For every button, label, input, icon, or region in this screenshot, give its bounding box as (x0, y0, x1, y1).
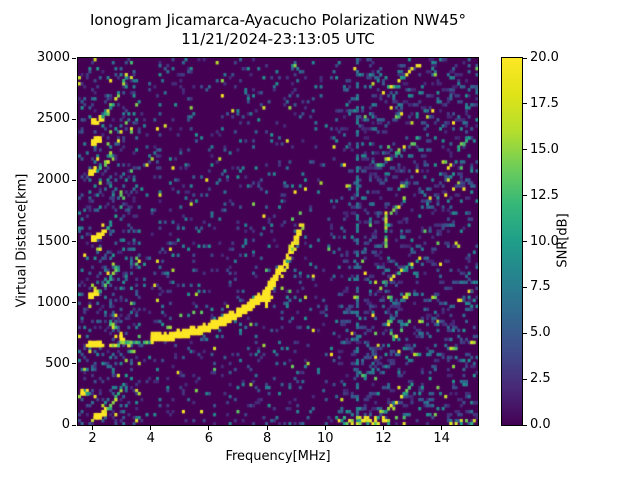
y-tick-label: 2000 (36, 172, 70, 188)
plot-area (77, 57, 479, 426)
y-tick-mark (72, 57, 76, 59)
colorbar-tick-mark (523, 103, 527, 105)
colorbar-tick-label: 10.0 (530, 233, 559, 249)
y-tick-label: 1500 (36, 233, 70, 249)
x-tick-label: 12 (375, 431, 392, 446)
colorbar-tick-label: 20.0 (530, 50, 559, 65)
colorbar-tick-label: 0.0 (530, 417, 551, 432)
colorbar-tick-mark (523, 241, 527, 242)
y-tick-label: 1000 (36, 294, 70, 310)
x-tick-mark (150, 426, 152, 430)
x-tick-label: 2 (88, 431, 97, 446)
x-tick-label: 6 (204, 431, 214, 446)
x-tick-label: 8 (262, 431, 272, 446)
ionogram-heatmap (78, 58, 478, 425)
y-tick-mark (72, 363, 76, 365)
y-tick-mark (72, 302, 76, 304)
y-tick-label: 500 (45, 355, 70, 371)
colorbar-tick-label: 15.0 (530, 141, 559, 157)
colorbar-tick-label: 17.5 (530, 95, 559, 111)
colorbar-tick-mark (523, 424, 527, 426)
colorbar-tick-label: 2.5 (530, 371, 551, 387)
x-tick-mark (92, 426, 94, 430)
y-tick-label: 2500 (36, 111, 70, 127)
y-tick-label: 3000 (36, 50, 70, 65)
y-tick-mark (72, 179, 76, 181)
y-tick-mark (72, 118, 76, 120)
colorbar-tick-mark (523, 57, 527, 59)
y-tick-label: 0 (61, 417, 70, 432)
x-tick-mark (382, 426, 384, 430)
colorbar-tick-mark (523, 149, 527, 151)
colorbar (501, 57, 523, 426)
figure-subtitle: 11/21/2024-23:13:05 UTC (181, 30, 375, 48)
colorbar-tick-mark (523, 378, 527, 380)
x-tick-label: 4 (146, 431, 155, 446)
colorbar-tick-mark (523, 195, 527, 197)
y-tick-mark (72, 241, 76, 242)
colorbar-tick-label: 5.0 (530, 325, 551, 341)
x-tick-label: 10 (316, 431, 334, 446)
y-tick-mark (72, 424, 76, 426)
colorbar-tick-label: 7.5 (530, 279, 551, 295)
x-tick-mark (208, 426, 210, 430)
x-tick-mark (441, 426, 443, 430)
x-tick-mark (324, 426, 326, 430)
figure-title: Ionogram Jicamarca-Ayacucho Polarization… (89, 11, 467, 29)
colorbar-tick-label: 12.5 (530, 187, 559, 203)
x-tick-label: 14 (433, 431, 450, 446)
colorbar-tick-mark (523, 286, 527, 288)
x-axis-label: Frequency[MHz] (225, 449, 331, 464)
x-tick-mark (266, 426, 268, 430)
colorbar-tick-mark (523, 332, 527, 334)
